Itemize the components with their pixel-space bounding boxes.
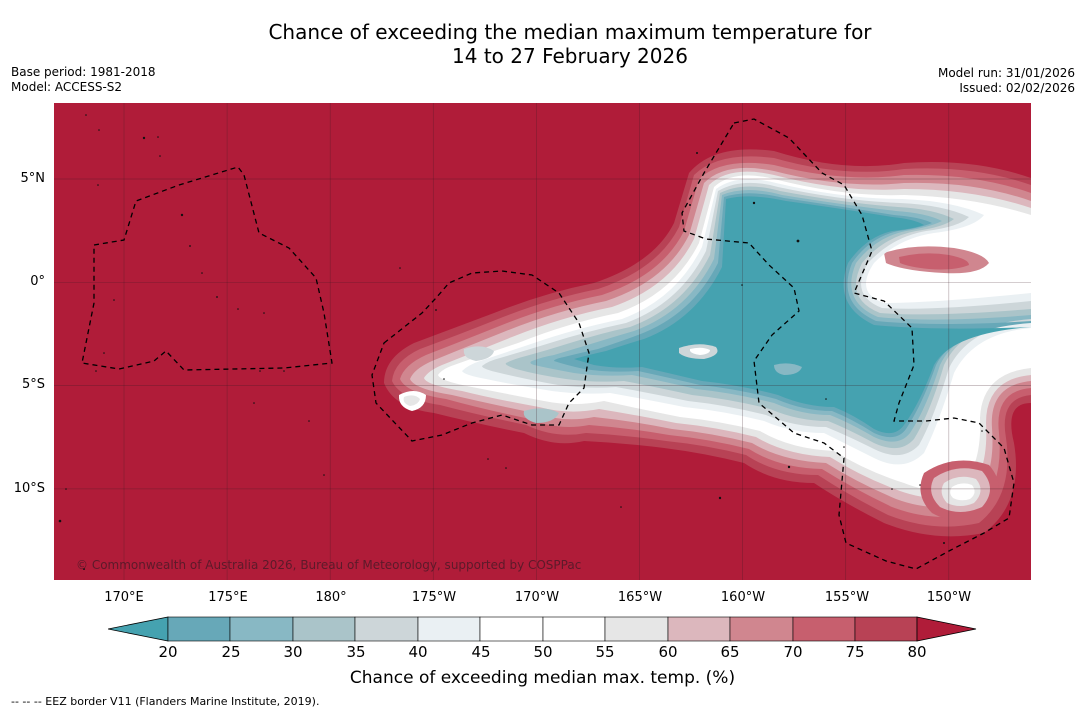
map-panel: © Commonwealth of Australia 2026, Bureau…	[54, 103, 1031, 580]
eez-footnote: -- -- -- EEZ border V11 (Flanders Marine…	[11, 695, 320, 708]
lat-label-5s: 5°S	[21, 377, 45, 392]
se-ring-4	[950, 483, 975, 501]
model-name: Model: ACCESS-S2	[11, 80, 123, 94]
lon-label-155w: 155°W	[824, 590, 870, 605]
eez-border-kiribati-gilbert	[81, 166, 333, 371]
west-patch-1b	[403, 395, 420, 406]
graticule	[54, 103, 1031, 580]
cbar-tick-80: 80	[907, 643, 927, 661]
colorbar-high-arrow	[916, 616, 977, 642]
title-line-1: Chance of exceeding the median maximum t…	[268, 20, 872, 44]
islands	[58, 114, 983, 570]
pocket-2	[774, 363, 802, 375]
colorbar-35-40	[354, 616, 419, 642]
meta-right: Model run: 31/01/2026 Issued: 02/02/2026	[938, 66, 1075, 96]
cbar-tick-20: 20	[158, 643, 178, 661]
eez-border-kiribati-line	[681, 118, 1015, 570]
lon-label-175e: 175°E	[208, 590, 248, 605]
colorbar-30-35	[292, 616, 356, 642]
cbar-tick-35: 35	[346, 643, 366, 661]
colorbar-45-50	[479, 616, 544, 642]
colorbar-70-75	[792, 616, 856, 642]
map-canvas	[54, 103, 1031, 580]
lon-label-180: 180°	[315, 590, 347, 605]
cbar-tick-50: 50	[533, 643, 553, 661]
cbar-tick-60: 60	[658, 643, 678, 661]
map-title: Chance of exceeding the median maximum t…	[0, 20, 1085, 68]
colorbar	[108, 616, 977, 642]
west-patch-3	[463, 346, 494, 361]
copyright-notice: © Commonwealth of Australia 2026, Bureau…	[76, 558, 582, 572]
colorbar-60-65	[667, 616, 731, 642]
cbar-tick-30: 30	[283, 643, 303, 661]
west-patch-2	[523, 408, 559, 423]
colorbar-label: Chance of exceeding median max. temp. (%…	[349, 668, 736, 688]
cbar-tick-25: 25	[221, 643, 241, 661]
lon-label-165w: 165°W	[617, 590, 663, 605]
lat-label-0: 0°	[30, 274, 45, 289]
eez-borders	[81, 118, 1015, 570]
colorbar-25-30	[229, 616, 294, 642]
lat-label-5n: 5°N	[20, 171, 46, 186]
cbar-tick-65: 65	[720, 643, 740, 661]
lon-label-175w: 175°W	[411, 590, 457, 605]
colorbar-75-80	[854, 616, 918, 642]
cbar-tick-70: 70	[783, 643, 803, 661]
colorbar-65-70	[729, 616, 794, 642]
pocket-1b	[690, 347, 710, 355]
colorbar-20-25	[167, 616, 231, 642]
colorbar-50-55	[542, 616, 606, 642]
lon-label-170e: 170°E	[104, 590, 144, 605]
colorbar-40-45	[417, 616, 481, 642]
meta-left: Base period: 1981-2018 Model: ACCESS-S2	[11, 65, 156, 95]
title-line-2: 14 to 27 February 2026	[452, 44, 688, 68]
lon-label-170w: 170°W	[514, 590, 560, 605]
issued-date: Issued: 02/02/2026	[959, 81, 1075, 95]
model-run: Model run: 31/01/2026	[937, 66, 1075, 80]
cbar-tick-45: 45	[471, 643, 491, 661]
lat-label-10s: 10°S	[13, 481, 45, 496]
cbar-tick-40: 40	[408, 643, 428, 661]
contour-east-pink-2	[899, 253, 969, 270]
cbar-tick-75: 75	[845, 643, 865, 661]
base-period: Base period: 1981-2018	[11, 65, 156, 79]
contour-below-20	[574, 196, 1031, 434]
eez-border-kiribati-phoenix	[371, 270, 590, 442]
lon-label-150w: 150°W	[926, 590, 972, 605]
colorbar-low-arrow	[108, 616, 169, 642]
cbar-tick-55: 55	[595, 643, 615, 661]
lon-label-160w: 160°W	[720, 590, 766, 605]
colorbar-55-60	[604, 616, 669, 642]
